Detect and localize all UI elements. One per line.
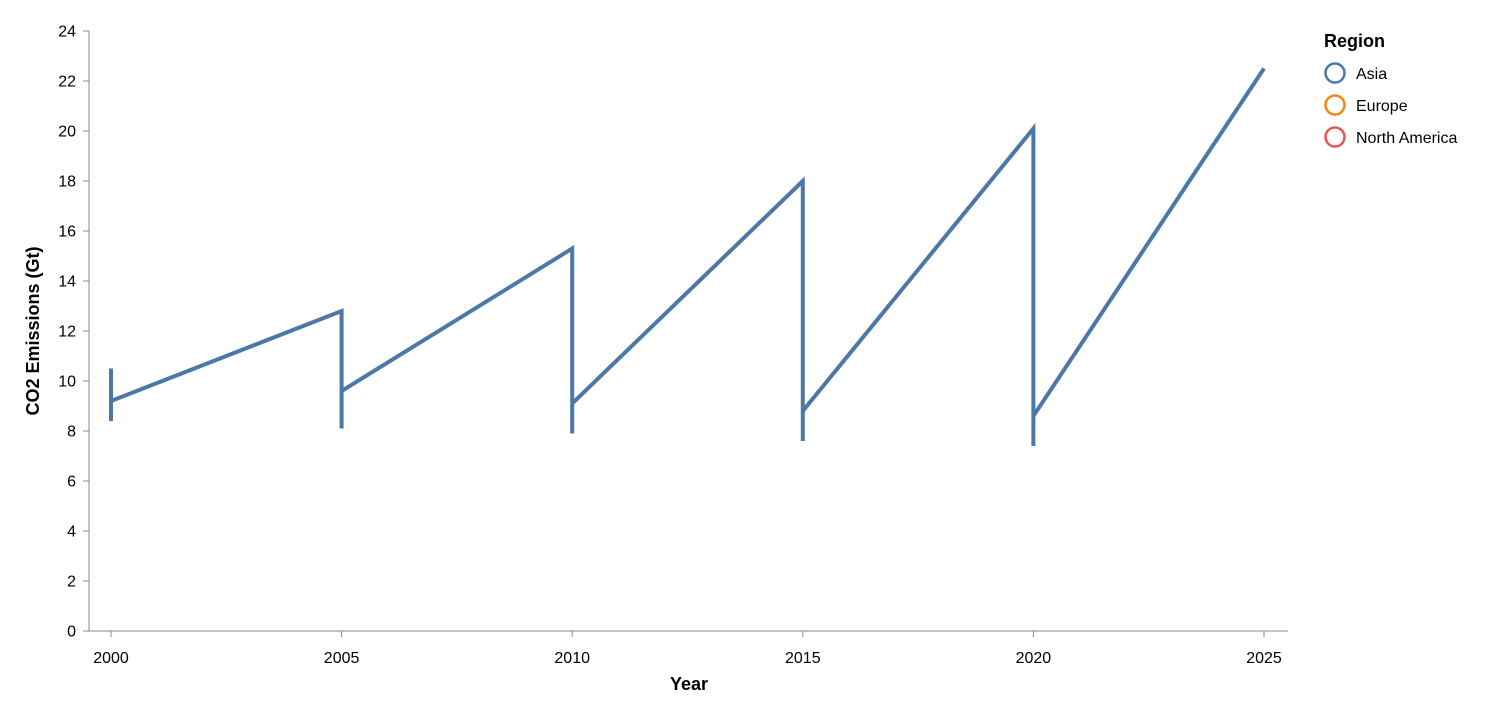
x-tick-label: 2020: [1016, 650, 1052, 667]
legend-label: Europe: [1356, 98, 1408, 115]
y-axis-title: CO2 Emissions (Gt): [23, 246, 43, 415]
y-tick-label: 16: [58, 224, 76, 241]
y-tick-label: 10: [58, 374, 76, 391]
legend: Region Asia Europe North America: [1324, 31, 1457, 148]
legend-symbol: [1324, 62, 1346, 84]
x-axis-title: Year: [670, 674, 708, 694]
x-tick-label: 2025: [1246, 650, 1282, 667]
x-tick-label: 2015: [785, 650, 821, 667]
y-tick-label: 14: [58, 274, 76, 291]
x-tick-label: 2005: [324, 650, 360, 667]
legend-label: North America: [1356, 130, 1457, 147]
y-tick-label: 18: [58, 174, 76, 191]
y-tick-label: 4: [67, 524, 76, 541]
series-line-asia: [109, 67, 1266, 446]
x-tick-label: 2010: [554, 650, 590, 667]
y-tick-label: 12: [58, 324, 76, 341]
y-tick-label: 2: [67, 574, 76, 591]
y-tick-label: 24: [58, 24, 76, 41]
legend-symbol: [1324, 94, 1346, 116]
legend-label: Asia: [1356, 66, 1387, 83]
y-tick-label: 6: [67, 474, 76, 491]
x-axis: 2000 2005 2010 2015 2020 2025: [89, 630, 1288, 667]
legend-title: Region: [1324, 31, 1385, 51]
x-tick-label: 2000: [93, 650, 129, 667]
y-tick-label: 8: [67, 424, 76, 441]
y-tick-label: 20: [58, 124, 76, 141]
y-tick-label: 22: [58, 74, 76, 91]
y-tick-label: 0: [67, 624, 76, 641]
series-layer: [109, 67, 1266, 446]
legend-symbol: [1324, 126, 1346, 148]
